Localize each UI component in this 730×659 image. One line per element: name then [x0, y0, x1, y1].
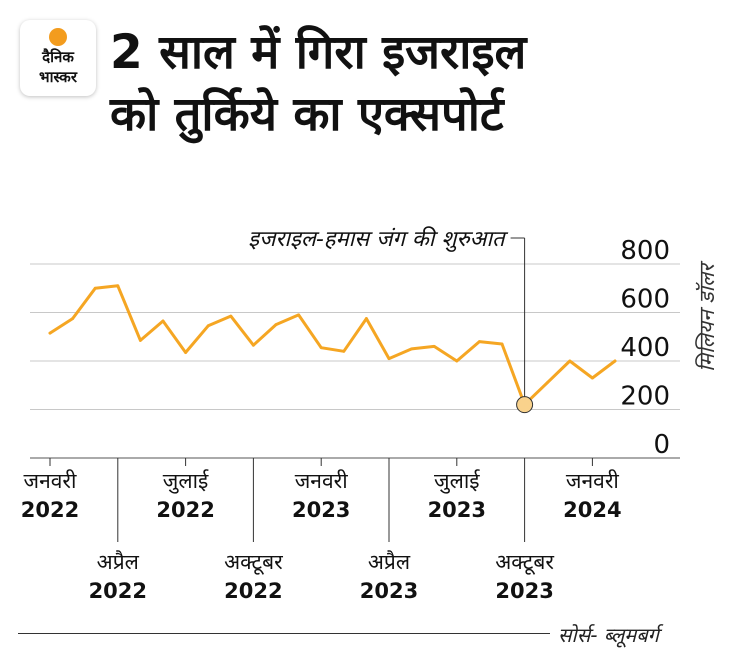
annotation-marker: [516, 396, 534, 414]
annotation-label: इजराइल-हमास जंग की शुरुआत: [248, 226, 509, 252]
x-tick-label-year: 2024: [563, 498, 621, 522]
source-label: सोर्स- ब्लूमबर्ग: [558, 623, 659, 647]
data-point: [206, 324, 210, 328]
x-tick-label-year: 2023: [428, 498, 486, 522]
y-tick-label: 600: [620, 285, 670, 315]
data-point: [161, 319, 165, 323]
x-tick-label-month: अप्रैल: [97, 550, 140, 574]
data-point: [229, 314, 233, 318]
data-point: [297, 313, 300, 317]
data-point: [478, 340, 481, 343]
data-point: [545, 381, 549, 385]
data-point: [365, 317, 368, 320]
x-tick-label-year: 2022: [156, 498, 214, 522]
data-point: [410, 347, 413, 351]
x-tick-label-year: 2023: [292, 498, 350, 522]
x-tick-label-year: 2022: [224, 579, 282, 603]
x-tick-label-month: जनवरी: [566, 469, 620, 493]
sun-icon: [49, 28, 67, 46]
data-point: [455, 359, 459, 363]
data-point: [500, 342, 504, 346]
page-title: 2 साल में गिरा इजराइल को तुर्किये का एक्…: [110, 22, 720, 146]
logo: दैनिक भास्कर: [20, 20, 96, 96]
y-tick-label: 200: [620, 382, 670, 412]
data-point: [568, 359, 572, 363]
x-tick-label-year: 2022: [21, 498, 79, 522]
title-line1: 2 साल में गिरा इजराइल: [110, 25, 527, 80]
x-tick-label-month: अक्टूबर: [495, 550, 554, 575]
data-point: [252, 343, 255, 347]
data-point: [613, 359, 617, 363]
data-point: [591, 376, 594, 380]
y-axis-label: मिलियन डॉलर: [695, 260, 719, 372]
logo-line1: दैनिक: [42, 48, 74, 66]
data-point: [274, 323, 278, 327]
x-tick-label-year: 2023: [360, 579, 418, 603]
footer-divider: [18, 633, 550, 634]
data-point: [116, 284, 120, 288]
x-tick-label-month: जनवरी: [24, 469, 78, 493]
x-tick-label-year: 2023: [495, 579, 553, 603]
x-tick-label-month: जुलाई: [434, 469, 481, 494]
x-tick-label-month: जनवरी: [295, 469, 349, 493]
x-tick-label-year: 2022: [89, 579, 147, 603]
y-tick-label: 400: [620, 333, 670, 363]
logo-line2: भास्कर: [39, 68, 77, 86]
data-point: [139, 338, 142, 342]
series-line: [48, 284, 617, 407]
data-point: [71, 317, 74, 320]
data-point: [387, 357, 391, 360]
data-point: [93, 286, 97, 290]
data-point: [48, 331, 52, 335]
x-tick-label-month: जुलाई: [163, 469, 210, 494]
y-tick-label: 0: [653, 430, 670, 460]
data-point: [184, 351, 188, 354]
y-tick-label: 800: [620, 236, 670, 266]
data-point: [432, 345, 436, 348]
x-tick-label-month: अप्रैल: [368, 550, 411, 574]
x-tick-label-month: अक्टूबर: [224, 550, 283, 575]
title-line2: को तुर्किये का एक्सपोर्ट: [110, 87, 504, 142]
data-point: [319, 346, 323, 350]
data-point: [342, 349, 346, 353]
